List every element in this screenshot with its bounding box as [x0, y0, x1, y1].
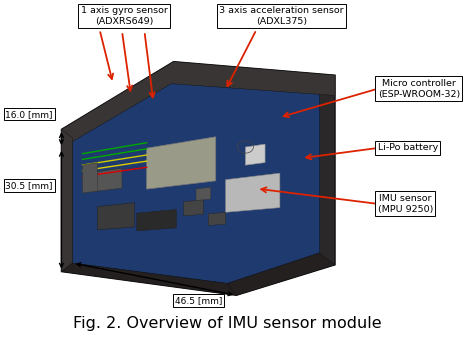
Text: Li-Po battery: Li-Po battery [378, 143, 438, 153]
Text: 46.5 [mm]: 46.5 [mm] [174, 296, 222, 305]
Polygon shape [183, 200, 203, 216]
Polygon shape [62, 62, 335, 148]
Polygon shape [226, 173, 280, 212]
Text: Fig. 2. Overview of IMU sensor module: Fig. 2. Overview of IMU sensor module [73, 316, 382, 331]
Polygon shape [73, 79, 319, 284]
Polygon shape [82, 163, 97, 193]
Polygon shape [62, 263, 237, 295]
Polygon shape [209, 212, 226, 225]
Polygon shape [196, 187, 211, 201]
Text: 30.5 [mm]: 30.5 [mm] [5, 181, 53, 190]
Text: IMU sensor
(MPU 9250): IMU sensor (MPU 9250) [378, 194, 433, 214]
Polygon shape [246, 144, 265, 165]
Text: 16.0 [mm]: 16.0 [mm] [5, 109, 53, 119]
Polygon shape [62, 129, 73, 272]
Polygon shape [137, 209, 176, 231]
Polygon shape [228, 253, 335, 295]
Polygon shape [62, 62, 335, 295]
Text: Micro controller
(ESP-WROOM-32): Micro controller (ESP-WROOM-32) [378, 79, 460, 99]
Polygon shape [146, 137, 216, 189]
Polygon shape [92, 168, 122, 192]
Text: 3 axis acceleration sensor
(ADXL375): 3 axis acceleration sensor (ADXL375) [219, 6, 344, 26]
Polygon shape [97, 203, 134, 230]
Text: 1 axis gyro sensor
(ADXRS649): 1 axis gyro sensor (ADXRS649) [81, 6, 168, 26]
